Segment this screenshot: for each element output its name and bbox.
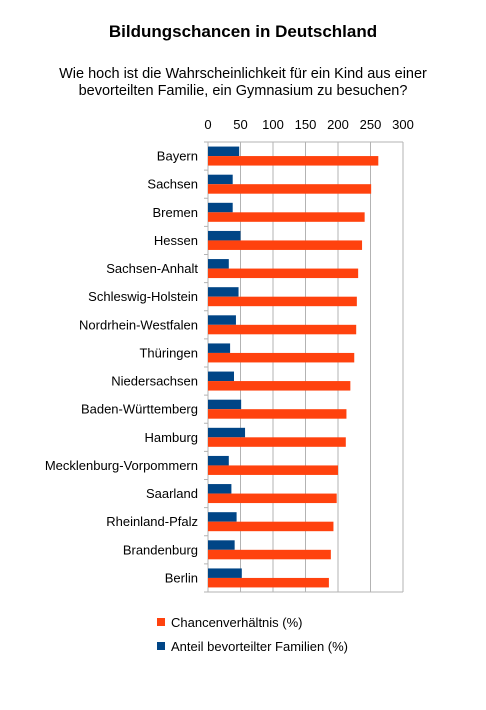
bar-anteil-5 xyxy=(208,287,239,297)
category-label-13: Rheinland-Pfalz xyxy=(106,514,198,529)
bar-chancen-1 xyxy=(208,184,372,194)
x-tick-label-50: 50 xyxy=(233,117,247,132)
chart-subtitle: Wie hoch ist die Wahrscheinlichkeit für … xyxy=(59,66,427,99)
category-label-5: Schleswig-Holstein xyxy=(88,289,198,304)
bar-anteil-4 xyxy=(208,259,229,269)
bar-anteil-15 xyxy=(208,568,242,578)
bar-chancen-0 xyxy=(208,156,379,166)
category-label-1: Sachsen xyxy=(147,177,198,192)
category-label-12: Saarland xyxy=(146,486,198,501)
category-label-3: Hessen xyxy=(154,233,198,248)
x-tick-label-200: 200 xyxy=(327,117,349,132)
bar-chancen-15 xyxy=(208,577,329,588)
x-tick-label-100: 100 xyxy=(262,117,284,132)
legend-label-anteil: Anteil bevorteilter Familien (%) xyxy=(171,638,349,654)
legend-item-chancen: Chancenverhältnis (%) xyxy=(157,614,348,630)
bar-anteil-11 xyxy=(208,455,229,466)
x-tick-label-0: 0 xyxy=(204,117,211,132)
chart-title: Bildungschancen in Deutschland xyxy=(108,22,378,41)
bar-chancen-3 xyxy=(208,240,363,250)
bar-chancen-5 xyxy=(208,296,357,307)
category-label-8: Niedersachsen xyxy=(111,374,198,389)
bar-anteil-12 xyxy=(208,484,232,494)
x-tick-label-150: 150 xyxy=(295,117,317,132)
legend-swatch-anteil xyxy=(157,642,165,650)
bar-chart: 0 50 100 150 200 250 300 Bayern Sachsen Bremen Hes… xyxy=(45,117,414,593)
category-label-2: Bremen xyxy=(152,205,198,220)
bar-chancen-13 xyxy=(208,521,334,532)
category-label-0: Bayern xyxy=(157,149,198,164)
x-tick-label-300: 300 xyxy=(392,117,414,132)
category-label-6: Nordrhein-Westfalen xyxy=(79,317,198,332)
category-label-15: Berlin xyxy=(165,570,198,585)
bar-anteil-6 xyxy=(208,315,236,325)
bar-anteil-10 xyxy=(208,427,246,438)
bar-anteil-3 xyxy=(208,230,241,241)
bar-anteil-0 xyxy=(208,146,240,157)
legend-item-anteil: Anteil bevorteilter Familien (%) xyxy=(157,638,348,654)
legend-swatch-chancen xyxy=(157,618,165,626)
bar-chancen-12 xyxy=(208,493,337,504)
bar-anteil-7 xyxy=(208,343,231,353)
bar-chancen-10 xyxy=(208,437,346,447)
bar-chancen-9 xyxy=(208,409,347,419)
category-label-11: Mecklenburg-Vorpommern xyxy=(45,458,198,473)
category-label-9: Baden-Württemberg xyxy=(81,402,198,417)
bar-chancen-8 xyxy=(208,381,351,391)
category-label-14: Brandenburg xyxy=(123,542,198,557)
bar-chancen-6 xyxy=(208,324,357,335)
bar-anteil-8 xyxy=(208,371,234,382)
bar-anteil-9 xyxy=(208,399,242,410)
bar-anteil-14 xyxy=(208,540,235,550)
legend: Chancenverhältnis (%) Anteil bevorteilte… xyxy=(157,614,348,662)
category-label-7: Thüringen xyxy=(139,345,198,360)
bar-chancen-11 xyxy=(208,465,338,475)
bar-chancen-4 xyxy=(208,268,359,279)
bar-chancen-14 xyxy=(208,549,331,560)
bar-anteil-2 xyxy=(208,202,233,213)
legend-label-chancen: Chancenverhältnis (%) xyxy=(171,614,303,630)
bar-chancen-2 xyxy=(208,212,365,222)
category-label-4: Sachsen-Anhalt xyxy=(106,261,198,276)
category-label-10: Hamburg xyxy=(145,430,198,445)
bar-anteil-1 xyxy=(208,174,233,185)
x-tick-label-250: 250 xyxy=(360,117,382,132)
bar-chancen-7 xyxy=(208,352,355,363)
bar-anteil-13 xyxy=(208,512,237,522)
